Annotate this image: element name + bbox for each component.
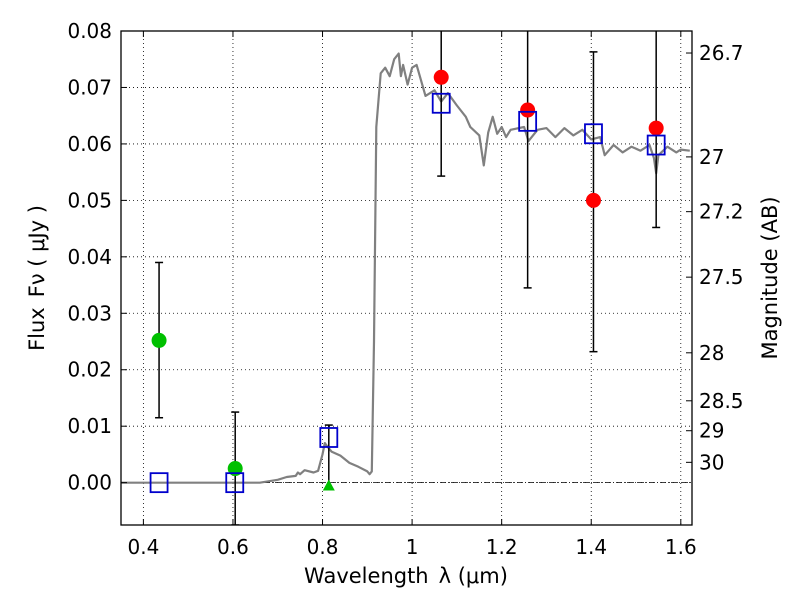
grid bbox=[121, 30, 692, 525]
y-axis-symbol: Fν ( μJy ) bbox=[25, 205, 49, 297]
data-point-circle bbox=[585, 192, 601, 208]
y-axis-title: Flux Fν ( μJy ) bbox=[25, 205, 49, 351]
y-tick-label: 0.00 bbox=[67, 471, 112, 495]
x-tick-label: 1.4 bbox=[575, 535, 607, 559]
y-tick-label: 0.01 bbox=[67, 414, 112, 438]
y-axis-label: Flux bbox=[25, 307, 49, 351]
plot-frame bbox=[120, 30, 693, 526]
y2-tick-label: 26.7 bbox=[699, 41, 744, 65]
data-point-square bbox=[518, 110, 538, 132]
y2-tick-label: 27.2 bbox=[699, 200, 744, 224]
x-tick-label: 0.4 bbox=[127, 535, 159, 559]
y2-tick-label: 28.5 bbox=[699, 389, 744, 413]
data-point-circle bbox=[648, 120, 664, 136]
data-point-circle bbox=[520, 102, 536, 118]
error-bars bbox=[155, 31, 661, 525]
x-axis-label: Wavelength bbox=[304, 564, 429, 588]
model-spectrum-layer bbox=[121, 52, 690, 484]
x-tick-label: 1.6 bbox=[665, 535, 697, 559]
data-point-square bbox=[584, 123, 603, 145]
y2-tick-label: 27.5 bbox=[699, 265, 744, 289]
data-markers bbox=[149, 69, 666, 494]
y-tick-label: 0.03 bbox=[67, 301, 112, 325]
y2-axis-title: Magnitude (AB) bbox=[758, 196, 782, 359]
y-tick-label: 0.02 bbox=[67, 358, 112, 382]
data-point-square bbox=[149, 472, 169, 494]
data-point-square bbox=[646, 134, 666, 156]
data-point-square bbox=[431, 92, 451, 114]
y2-tick-label: 28 bbox=[699, 341, 724, 365]
x-tick-label: 0.8 bbox=[307, 535, 339, 559]
data-point-circle bbox=[433, 69, 449, 85]
x-axis-title: Wavelength λ (μm) bbox=[304, 564, 508, 588]
x-tick-label: 0.6 bbox=[217, 535, 249, 559]
model-spectrum-line bbox=[121, 52, 690, 484]
y-tick-label: 0.08 bbox=[67, 19, 112, 43]
y-tick-label: 0.06 bbox=[67, 132, 112, 156]
x-axis-symbol: λ (μm) bbox=[439, 564, 508, 588]
data-point-square bbox=[319, 427, 339, 448]
data-point-circle bbox=[151, 332, 167, 348]
y2-tick-label: 29 bbox=[699, 419, 724, 443]
y2-tick-label: 30 bbox=[699, 450, 724, 474]
y-tick-label: 0.04 bbox=[67, 245, 112, 269]
ticks: 0.4 0.6 0.8 1 1.2 1.4 1.6 0.00 0.01 0.02 0.03 0.04 0… bbox=[67, 19, 743, 559]
data-point-triangle bbox=[322, 479, 335, 491]
x-tick-label: 1.2 bbox=[486, 535, 518, 559]
y2-tick-label: 27 bbox=[699, 145, 724, 169]
x-tick-label: 1 bbox=[406, 535, 419, 559]
y-tick-label: 0.07 bbox=[67, 75, 112, 99]
y-tick-label: 0.05 bbox=[67, 188, 112, 212]
data-point-square bbox=[225, 472, 245, 494]
